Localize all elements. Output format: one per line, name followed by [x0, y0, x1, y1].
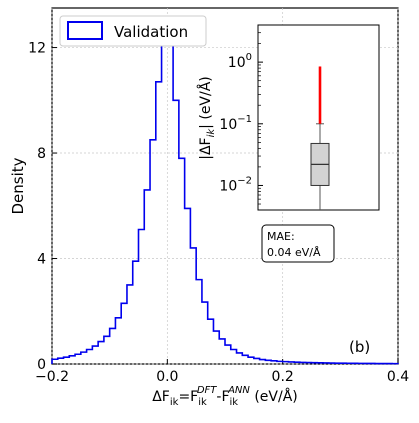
main-x-tick-label: 0.2	[272, 369, 294, 385]
inset-boxplot	[310, 66, 330, 210]
panel-label: (b)	[349, 338, 370, 356]
mae-annotation-line1: MAE:	[267, 230, 295, 243]
inset-plot-area: 100 10−1 10−2	[219, 24, 380, 211]
mae-annotation-box	[261, 224, 335, 263]
validation-histogram-series	[51, 25, 399, 365]
main-y-ticks: 0 4 8 12	[28, 41, 57, 373]
main-x-axis-label: ΔFik=FikDFT-FikANN (eV/Å)	[152, 385, 298, 408]
main-x-ticks: −0.2 0.0 0.2 0.4	[35, 359, 409, 385]
main-y-tick-label: 0	[37, 357, 46, 373]
inset-y-tick-label: 100	[228, 52, 252, 71]
mae-annotation-line2: 0.04 eV/Å	[267, 246, 321, 259]
main-y-tick-label: 12	[28, 41, 46, 57]
main-y-tick-label: 4	[37, 252, 46, 268]
main-x-tick-label: −0.2	[35, 369, 69, 385]
inset-y-ticks: 100 10−1 10−2	[219, 24, 263, 211]
inset-y-tick-label: 10−2	[219, 175, 252, 194]
inset-y-axis-label: |ΔFik| (eV/Å)	[197, 76, 217, 160]
main-y-tick-label: 8	[37, 146, 46, 162]
legend: Validation	[59, 15, 207, 47]
legend-label-validation: Validation	[114, 23, 188, 41]
main-y-axis-label: Density	[9, 157, 27, 214]
legend-swatch-validation	[67, 21, 103, 40]
main-x-tick-label: 0.0	[156, 369, 178, 385]
main-x-tick-label: 0.4	[387, 369, 409, 385]
inset-y-tick-label: 10−1	[219, 114, 252, 133]
mae-annotation: MAE: 0.04 eV/Å	[261, 224, 335, 263]
